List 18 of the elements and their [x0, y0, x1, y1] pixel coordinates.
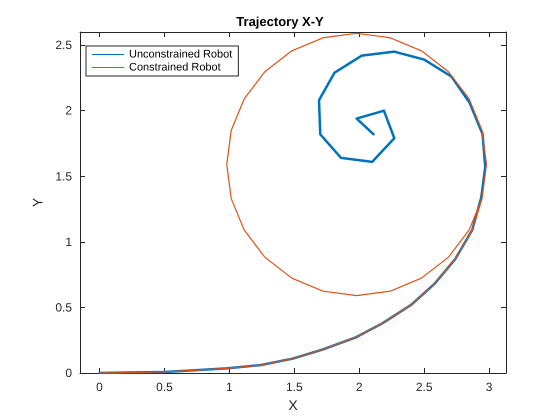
x-tick-label: 1.5 [286, 380, 303, 394]
x-tick-label: 2.5 [416, 380, 433, 394]
legend-label: Unconstrained Robot [129, 48, 232, 60]
y-tick-label: 1.5 [55, 169, 72, 184]
y-tick-label: 0 [65, 366, 72, 380]
y-tick-label: 1 [65, 234, 72, 249]
y-tick-label: 0.5 [55, 300, 72, 314]
x-tick-label: 0.5 [156, 380, 174, 394]
y-tick-label: 2 [65, 104, 72, 118]
x-tick-label: 1 [226, 380, 234, 394]
legend-label: Constrained Robot [129, 62, 221, 74]
x-tick-label: 0 [96, 380, 104, 394]
x-tick-label: 2 [356, 380, 363, 394]
y-tick-label: 2.5 [55, 38, 72, 52]
x-tick-label: 3 [486, 380, 493, 394]
x-axis-title: X [288, 396, 298, 413]
chart-title: Trajectory X-Y [236, 14, 324, 29]
y-axis-title: Y [29, 197, 46, 208]
